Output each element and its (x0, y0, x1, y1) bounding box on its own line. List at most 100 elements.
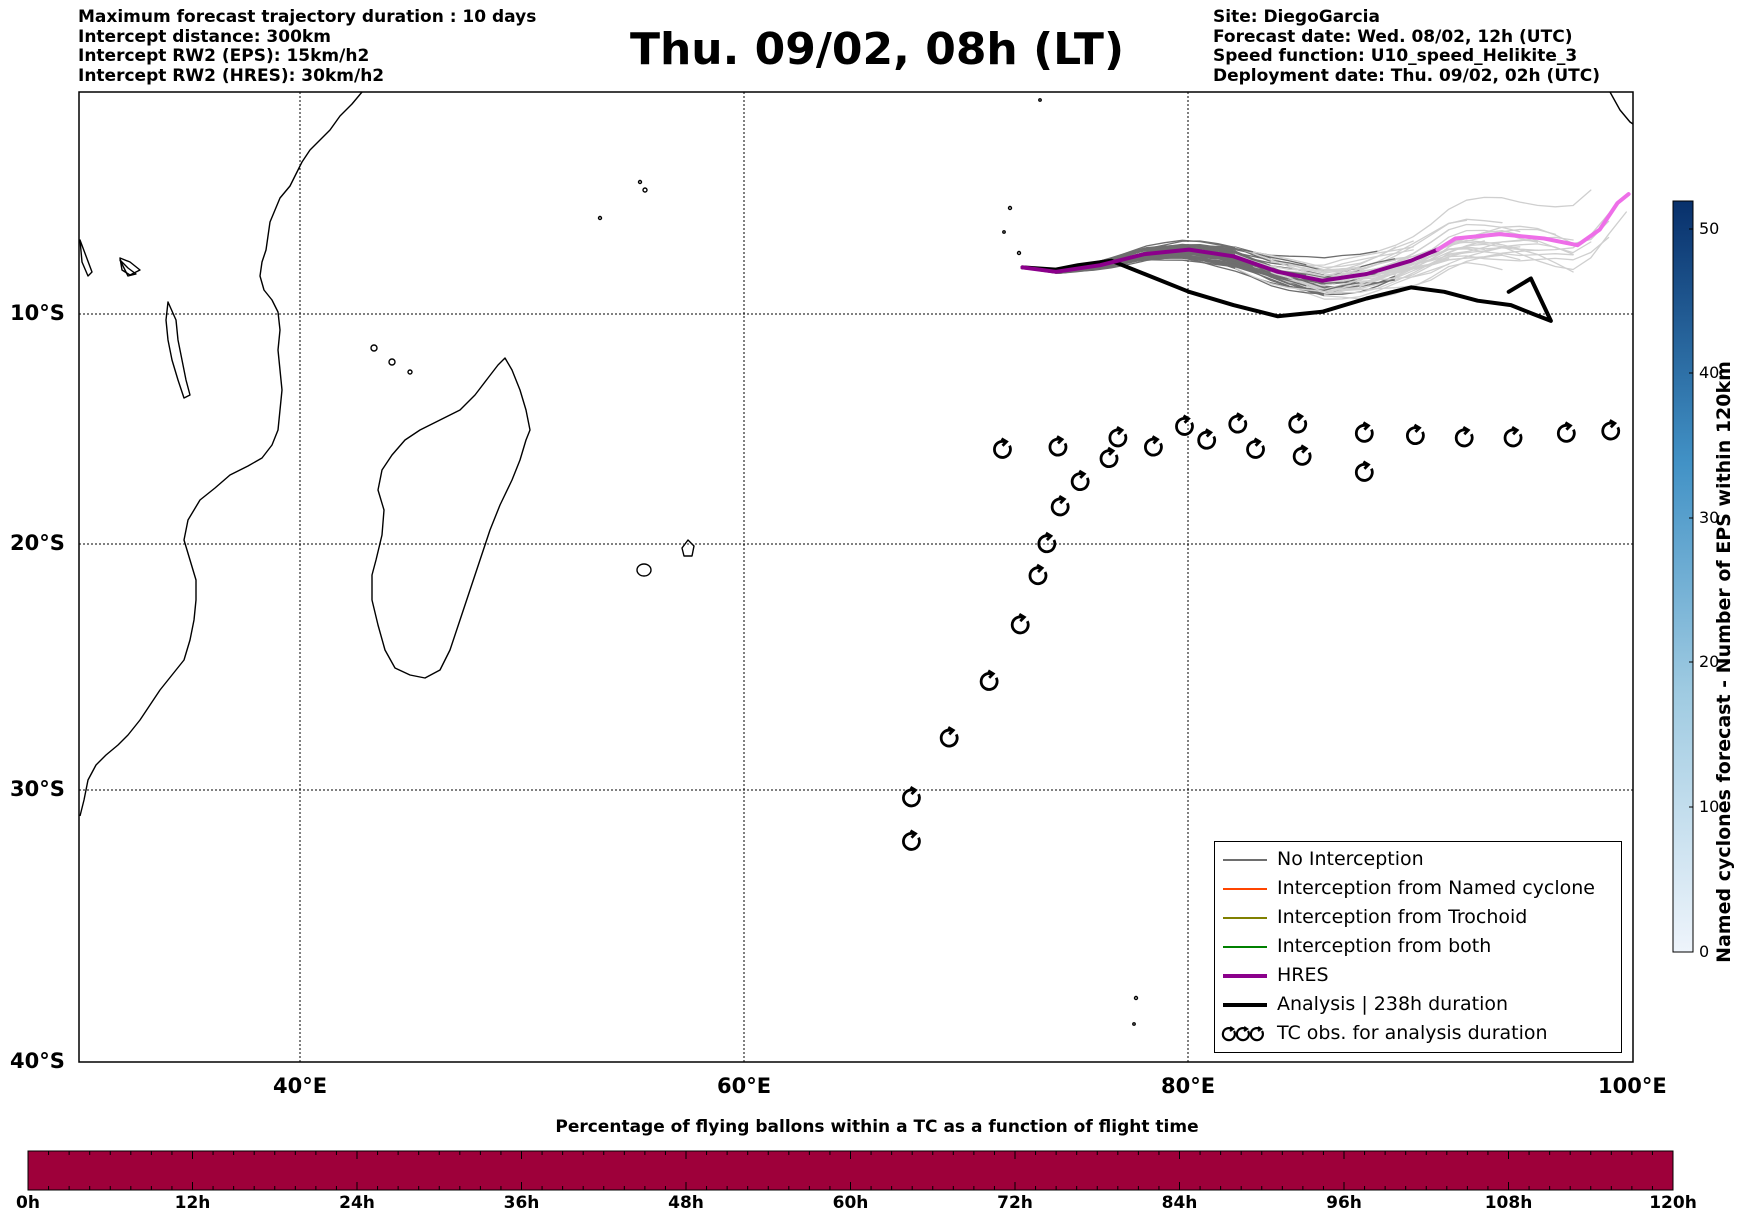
tc-obs-symbol (939, 726, 959, 748)
pct-tick-label: 84h (1161, 1193, 1198, 1213)
mayotte-island (407, 369, 413, 375)
legend-swatch (1223, 917, 1267, 919)
coastlines (79, 92, 1633, 1026)
legend-label: TC obs. for analysis duration (1277, 1022, 1548, 1044)
eps-trajectory-late (1323, 218, 1503, 272)
legend-item-analysis: Analysis | 238h duration (1215, 990, 1621, 1019)
legend-item-both: Interception from both (1215, 932, 1621, 961)
lake-malawi (165, 301, 191, 399)
seychelles-island (597, 215, 603, 221)
legend-label: No Interception (1277, 848, 1424, 870)
legend-label: Interception from Trochoid (1277, 906, 1528, 928)
eps-trajectory-early (1021, 256, 1308, 287)
lat-label-30s: 30°S (10, 777, 65, 801)
pct-tick-label: 96h (1326, 1193, 1362, 1213)
legend-swatch (1223, 859, 1267, 861)
legend-item-no-interception: No Interception (1215, 845, 1621, 874)
tc-obs-symbol (1354, 421, 1374, 443)
legend-swatch (1223, 974, 1267, 978)
header-right-info: Site: DiegoGarcia Forecast date: Wed. 08… (1213, 7, 1600, 86)
comoros-island (388, 358, 396, 366)
lat-label-10s: 10°S (10, 301, 65, 325)
percentage-bar-ticks (27, 1151, 1674, 1190)
sumatra-coastline (1609, 92, 1633, 125)
hres-line-early (1020, 247, 1440, 283)
reunion-island (636, 563, 652, 577)
tc-obs-symbol (1228, 412, 1248, 434)
tc-obs-symbol (1010, 612, 1030, 635)
tc-obs-symbol (1292, 444, 1312, 466)
tc-obs-symbol (1454, 425, 1474, 448)
eps-trajectory-late (1234, 253, 1361, 272)
lat-label-40s: 40°S (10, 1049, 65, 1073)
colorbar-tick-30: 30 (1699, 508, 1720, 527)
colorbar-tick-50: 50 (1699, 219, 1720, 238)
amsterdam-island (1133, 995, 1139, 1001)
deployment-date-text: Deployment date: Thu. 09/02, 02h (UTC) (1213, 65, 1600, 86)
legend-label: Interception from Named cyclone (1277, 877, 1595, 899)
seychelles-island (637, 179, 643, 185)
page-title: Thu. 09/02, 08h (LT) (629, 24, 1125, 75)
pct-tick-label: 120h (1649, 1193, 1697, 1213)
atoll (1002, 230, 1006, 234)
pct-tick-label: 60h (832, 1193, 869, 1213)
map-gridlines (79, 92, 1633, 1062)
legend-item-named-cyclone: Interception from Named cyclone (1215, 874, 1621, 903)
tc-obs-symbol (902, 785, 921, 808)
tc-obs-symbol (1048, 435, 1068, 457)
seychelles-island (642, 187, 648, 193)
pct-tick-label: 48h (668, 1193, 704, 1213)
tc-observations (902, 412, 1621, 851)
eps-trajectory-late (1377, 189, 1592, 252)
tc-obs-symbol (902, 829, 921, 851)
colorbar-tick-20: 20 (1699, 652, 1720, 671)
socotra-island (119, 259, 137, 277)
hres-line-late (1435, 192, 1631, 252)
lon-label-40e: 40°E (273, 1074, 328, 1098)
legend-item-hres: HRES (1215, 961, 1621, 990)
cyclone-symbol-icon (1221, 1026, 1264, 1042)
pct-tick-label: 72h (997, 1193, 1033, 1213)
tc-obs-symbol (1050, 494, 1070, 517)
legend-item-tc-obs: TC obs. for analysis duration (1215, 1019, 1621, 1048)
colorbar-ticks (1689, 228, 1693, 953)
eps-trajectory-late (1288, 257, 1450, 290)
legend-label: HRES (1277, 964, 1329, 986)
tc-obs-symbol (1108, 425, 1128, 448)
atoll (1038, 98, 1042, 102)
analysis-track (1020, 258, 1553, 323)
legend-label: Interception from both (1277, 935, 1492, 957)
map-legend: No Interception Interception from Named … (1214, 841, 1622, 1053)
legend-swatch (1223, 946, 1267, 948)
hres-track (1020, 192, 1631, 283)
colorbar-tick-0: 0 (1699, 942, 1710, 961)
tc-obs-symbol (1601, 419, 1621, 441)
lon-label-60e: 60°E (717, 1074, 772, 1098)
tc-obs-symbol (1503, 425, 1523, 448)
lon-label-80e: 80°E (1161, 1074, 1216, 1098)
eps-trajectory-late (1288, 263, 1450, 300)
eps-trajectory-late (1270, 258, 1432, 291)
tc-obs-symbol (993, 437, 1012, 459)
colorbar-tick-10: 10 (1699, 797, 1720, 816)
lon-label-100e: 100°E (1598, 1074, 1667, 1098)
eps-trajectory-late (1306, 251, 1468, 294)
forecast-date-text: Forecast date: Wed. 08/02, 12h (UTC) (1213, 26, 1573, 47)
intercept-eps-text: Intercept RW2 (EPS): 15km/h2 (78, 46, 370, 66)
tc-obs-symbol (1028, 563, 1048, 586)
tc-obs-symbol (1037, 531, 1057, 554)
pct-tick-label: 36h (503, 1193, 540, 1213)
legend-label: Analysis | 238h duration (1277, 993, 1509, 1015)
intercept-distance-text: Intercept distance: 300km (78, 26, 331, 47)
tc-obs-symbol (1354, 460, 1374, 482)
colorbar-title: Named cyclones forecast - Number of EPS … (1713, 361, 1735, 963)
site-text: Site: DiegoGarcia (1213, 7, 1380, 27)
pct-tick-label: 108h (1484, 1193, 1533, 1213)
tc-obs-symbol (1144, 435, 1163, 457)
colorbar-fill (1672, 200, 1694, 953)
tc-obs-symbol (1556, 421, 1576, 443)
mauritius-island (681, 539, 695, 557)
atoll (1007, 205, 1013, 211)
legend-item-trochoid: Interception from Trochoid (1215, 903, 1621, 932)
